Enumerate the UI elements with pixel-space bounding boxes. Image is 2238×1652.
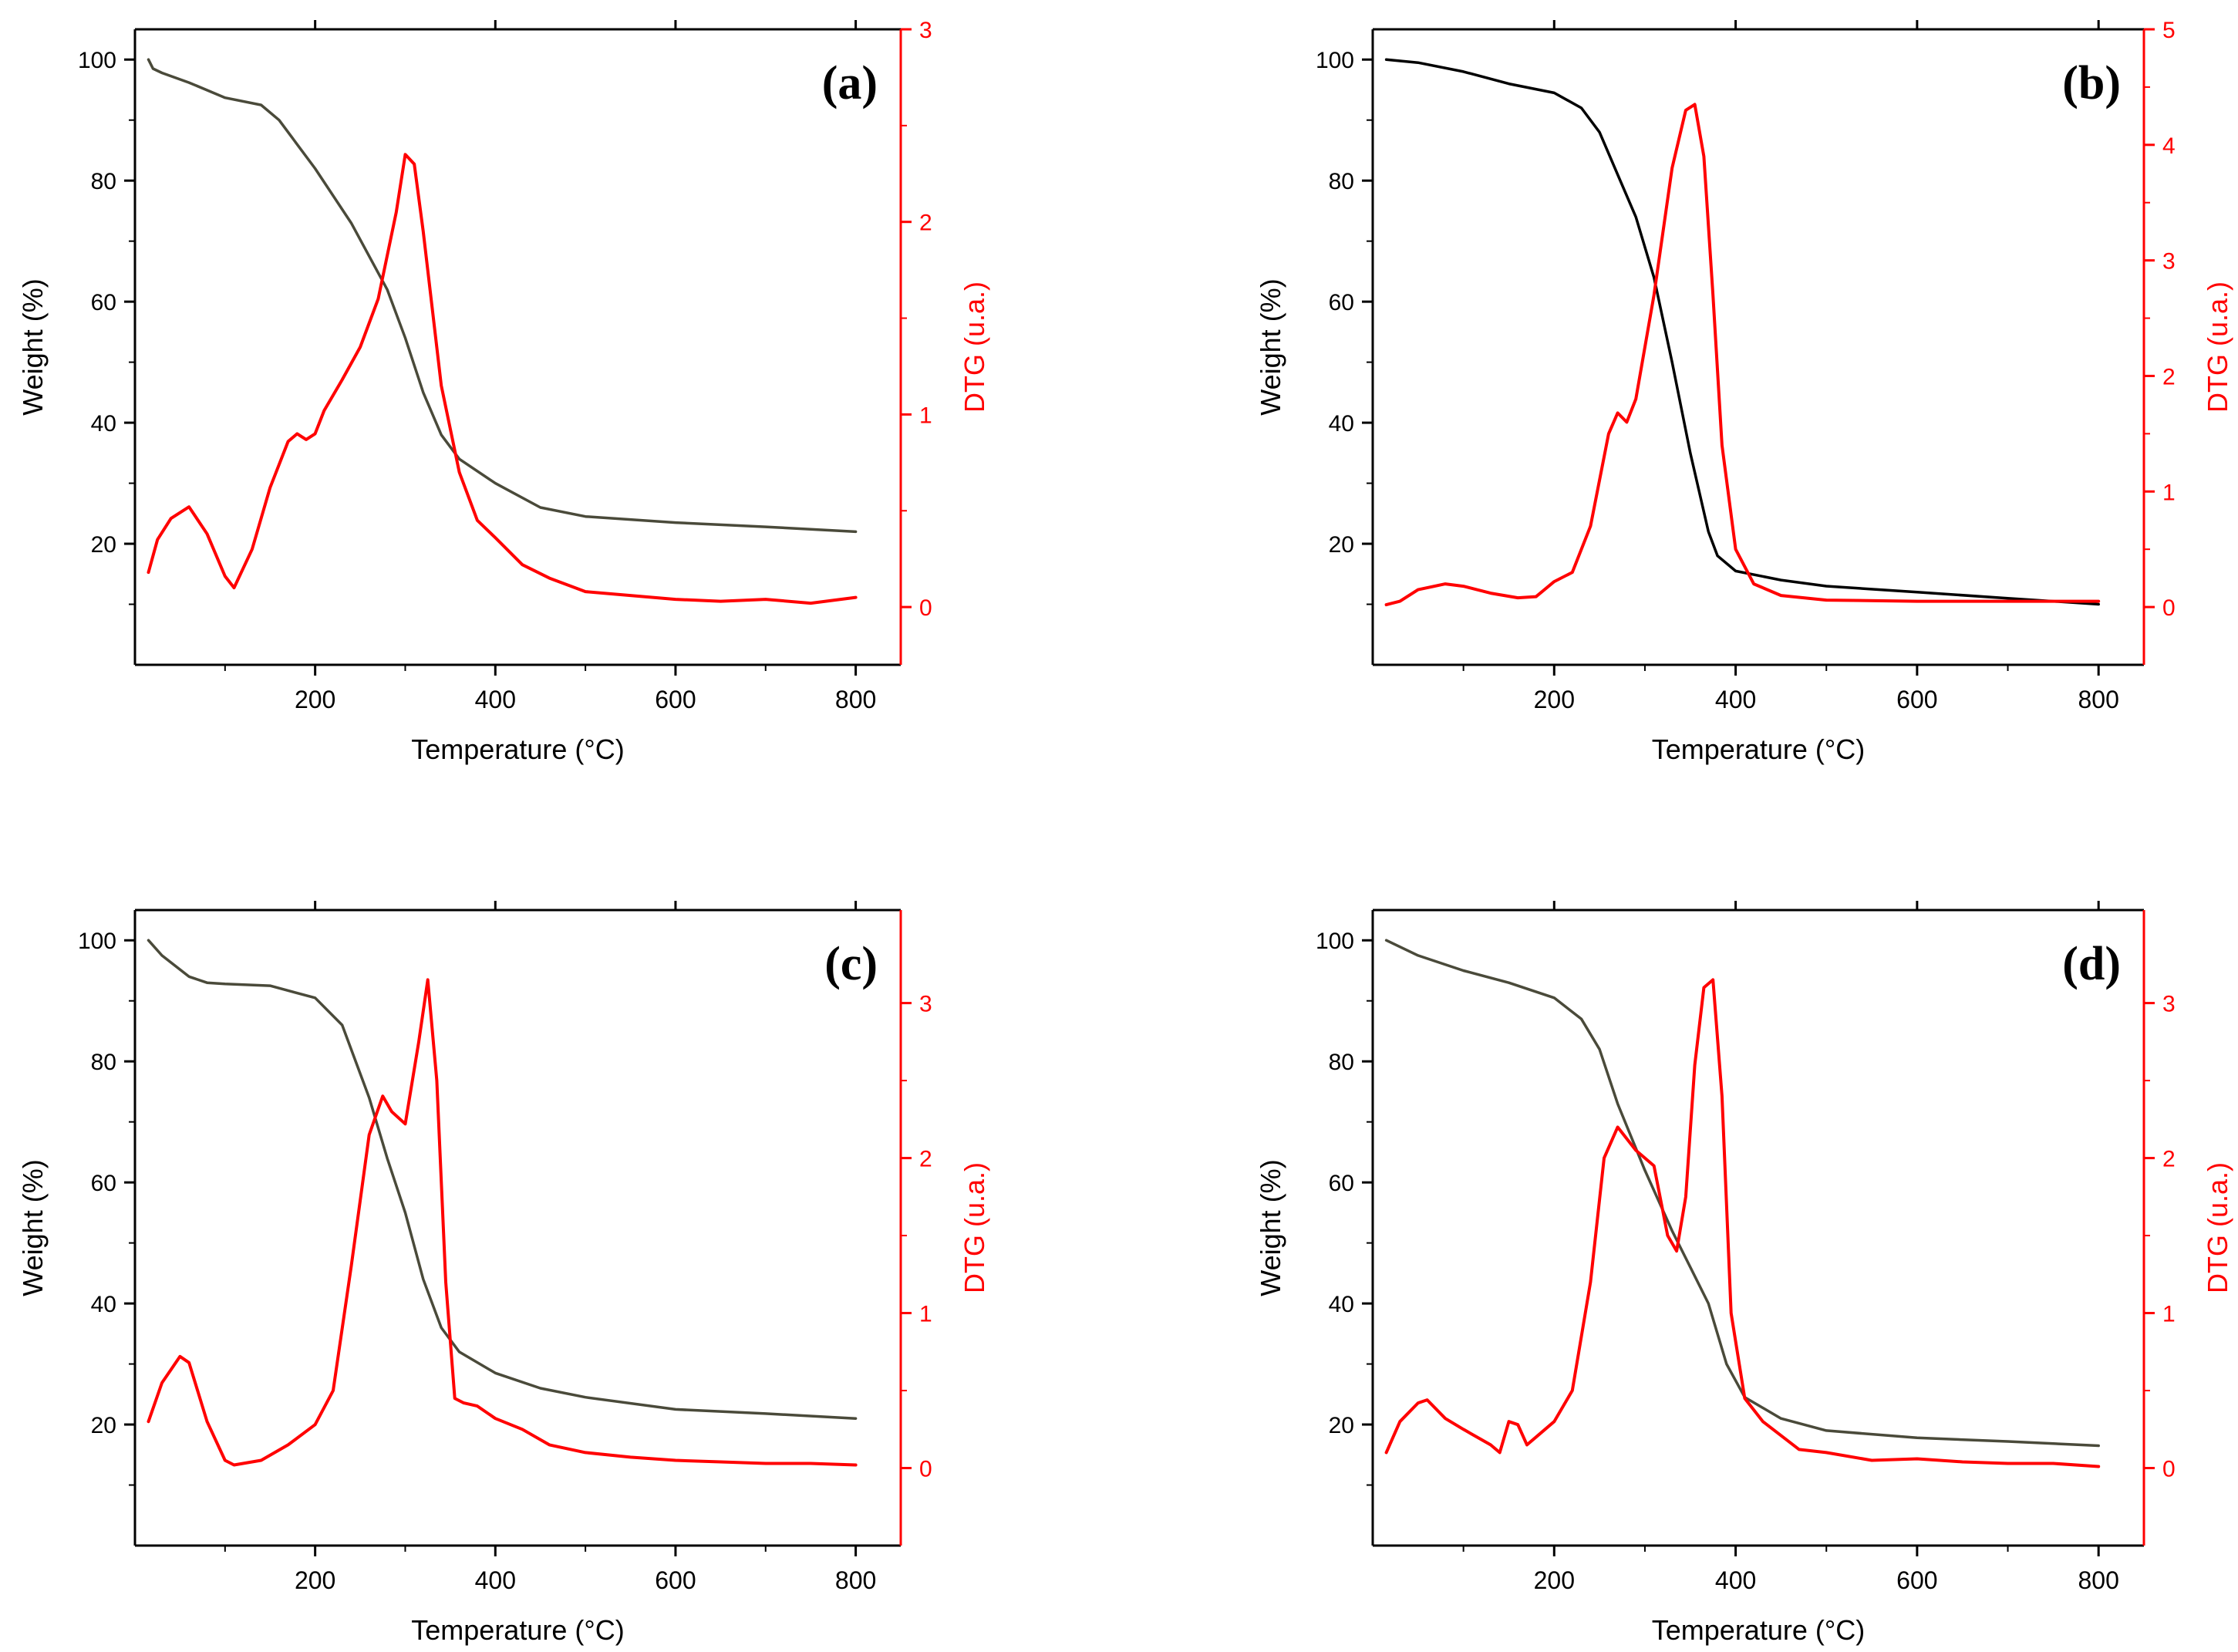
y-tick-label: 40 xyxy=(1329,1292,1354,1317)
x-tick-label: 400 xyxy=(475,686,516,713)
weight-series-line xyxy=(147,939,858,1420)
y2-tick-label: 0 xyxy=(919,595,932,621)
y2-tick-label: 1 xyxy=(919,1302,932,1327)
y-tick-label: 80 xyxy=(91,1050,116,1075)
y2-tick-label: 3 xyxy=(919,992,932,1017)
x-tick-label: 400 xyxy=(475,1566,516,1594)
y-tick-label: 20 xyxy=(91,532,116,558)
y2-axis-title: DTG (u.a.) xyxy=(2202,1162,2233,1293)
x-tick-label: 800 xyxy=(835,686,876,713)
y-tick-label: 100 xyxy=(1316,929,1354,954)
y-tick-label: 20 xyxy=(1329,1413,1354,1438)
y2-axis-title: DTG (u.a.) xyxy=(959,282,990,413)
panel-label: (c) xyxy=(824,938,878,990)
chart-panel-3: 200 400 600 800 20 40 60 80 100 0 1 2 3 Temperature (… xyxy=(17,901,990,1646)
y-tick-label: 100 xyxy=(78,929,116,954)
y2-tick-label: 1 xyxy=(919,403,932,428)
y2-axis-title: DTG (u.a.) xyxy=(959,1162,990,1293)
y2-tick-label: 2 xyxy=(919,1147,932,1172)
dtg-series-line xyxy=(1384,978,2101,1468)
dtg-series-line xyxy=(147,153,858,605)
x-tick-label: 400 xyxy=(1715,1566,1756,1594)
y-tick-label: 60 xyxy=(91,1171,116,1196)
x-tick-label: 200 xyxy=(295,1566,335,1594)
dtg-series-line xyxy=(1384,103,2101,607)
y2-tick-label: 3 xyxy=(2162,249,2176,275)
x-tick-label: 800 xyxy=(835,1566,876,1594)
chart-panel-1: 200 400 600 800 20 40 60 80 100 0 1 2 3 Temperature (… xyxy=(17,18,990,765)
y2-tick-label: 2 xyxy=(2162,1147,2176,1172)
x-axis-title: Temperature (°C) xyxy=(411,1614,624,1646)
x-tick-label: 200 xyxy=(1534,686,1575,713)
panel-label: (b) xyxy=(2062,57,2121,110)
x-axis-title: Temperature (°C) xyxy=(1652,1614,1865,1646)
x-tick-label: 800 xyxy=(2078,1566,2118,1594)
y-axis-title: Weight (%) xyxy=(1255,278,1286,415)
y-axis-title: Weight (%) xyxy=(17,278,49,415)
x-tick-label: 800 xyxy=(2078,686,2118,713)
x-tick-label: 200 xyxy=(295,686,335,713)
y-tick-label: 40 xyxy=(91,411,116,437)
y2-axis-title: DTG (u.a.) xyxy=(2202,282,2233,413)
y-axis-title: Weight (%) xyxy=(17,1159,49,1296)
y2-tick-label: 3 xyxy=(2162,992,2176,1017)
y-tick-label: 40 xyxy=(91,1292,116,1317)
y-tick-label: 20 xyxy=(1329,532,1354,558)
y2-tick-label: 0 xyxy=(919,1457,932,1482)
y2-tick-label: 3 xyxy=(919,18,932,43)
y-axis-title: Weight (%) xyxy=(1255,1159,1286,1296)
x-tick-label: 600 xyxy=(1896,686,1937,713)
weight-series-line xyxy=(1384,58,2100,606)
weight-series-line xyxy=(147,58,858,534)
y2-tick-label: 5 xyxy=(2162,18,2176,43)
y-tick-label: 80 xyxy=(1329,169,1354,194)
y2-tick-label: 0 xyxy=(2162,1457,2176,1482)
x-tick-label: 600 xyxy=(655,686,696,713)
weight-series-line xyxy=(1384,939,2100,1448)
y2-tick-label: 2 xyxy=(2162,364,2176,389)
panel-label: (d) xyxy=(2062,938,2121,990)
y-tick-label: 20 xyxy=(91,1413,116,1438)
x-tick-label: 600 xyxy=(655,1566,696,1594)
y2-tick-label: 2 xyxy=(919,211,932,236)
y2-tick-label: 0 xyxy=(2162,595,2176,621)
chart-panel-2: 200 400 600 800 20 40 60 80 100 0 1 2 3 4 5 Temperature… xyxy=(1255,18,2233,765)
y-tick-label: 40 xyxy=(1329,411,1354,437)
y-tick-label: 80 xyxy=(1329,1050,1354,1075)
y-tick-label: 60 xyxy=(91,290,116,315)
y-tick-label: 100 xyxy=(78,48,116,73)
x-tick-label: 400 xyxy=(1715,686,1756,713)
y2-tick-label: 4 xyxy=(2162,133,2176,159)
y-tick-label: 80 xyxy=(91,169,116,194)
dtg-series-line xyxy=(147,978,858,1467)
x-axis-title: Temperature (°C) xyxy=(1652,733,1865,765)
y2-tick-label: 1 xyxy=(2162,1302,2176,1327)
y2-tick-label: 1 xyxy=(2162,480,2176,505)
y-tick-label: 60 xyxy=(1329,1171,1354,1196)
panel-label: (a) xyxy=(822,57,878,110)
y-tick-label: 60 xyxy=(1329,290,1354,315)
x-tick-label: 600 xyxy=(1896,1566,1937,1594)
x-tick-label: 200 xyxy=(1534,1566,1575,1594)
x-axis-title: Temperature (°C) xyxy=(411,733,624,765)
y-tick-label: 100 xyxy=(1316,48,1354,73)
chart-panel-4: 200 400 600 800 20 40 60 80 100 0 1 2 3 Temperature (… xyxy=(1255,901,2233,1646)
